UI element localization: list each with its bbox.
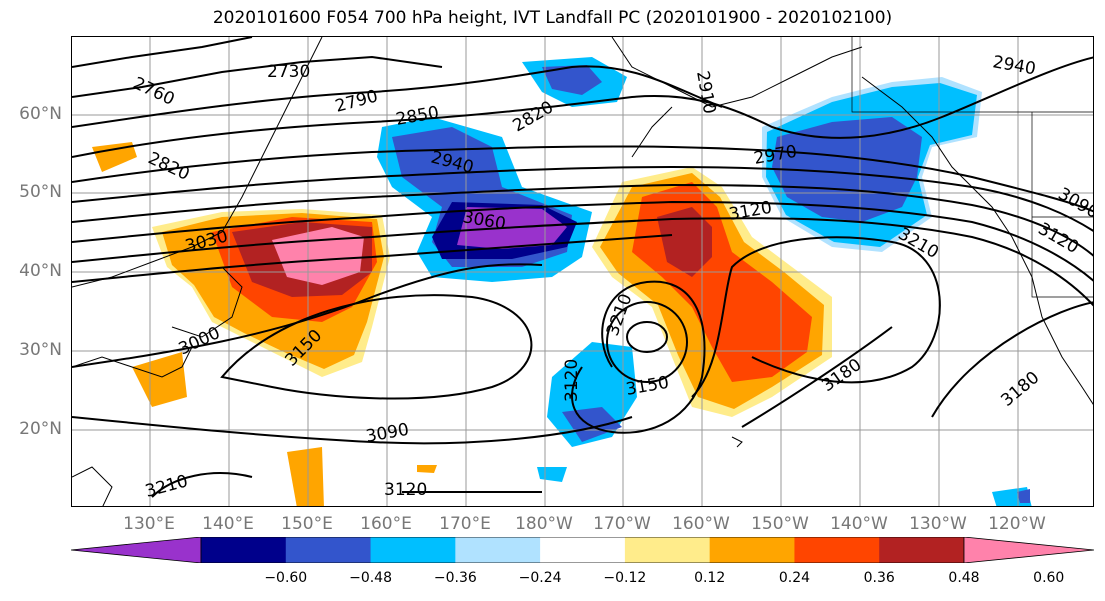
lon-label: 150°W — [751, 514, 809, 534]
colorbar-segment — [879, 537, 965, 563]
contour-label: 3120 — [1035, 219, 1082, 258]
colorbar-tick-label: 0.36 — [863, 570, 895, 586]
contour-label: 2910 — [692, 69, 719, 115]
lon-label: 140°E — [202, 514, 254, 534]
colorbar — [71, 537, 1094, 563]
colorbar-segment — [455, 537, 541, 563]
lon-label: 120°W — [988, 514, 1046, 534]
colorbar-tick-label: 0.48 — [948, 570, 980, 586]
colorbar-segment — [201, 537, 287, 563]
lat-label: 40°N — [19, 261, 62, 281]
colorbar-extend-high — [963, 537, 1094, 563]
lon-label: 170°W — [593, 514, 651, 534]
colorbar-tick-label: 0.24 — [778, 570, 811, 586]
contour-label: 2730 — [267, 62, 310, 82]
map-title: 2020101600 F054 700 hPa height, IVT Land… — [212, 8, 893, 28]
contour-label: 3180 — [997, 368, 1043, 411]
colorbar-extend-low — [71, 537, 202, 563]
contour-label: 3000 — [176, 323, 224, 359]
state-borders — [851, 37, 1093, 298]
contour-label: 2760 — [130, 73, 178, 109]
height-contours — [72, 37, 1093, 498]
contour-label: 2940 — [991, 52, 1037, 79]
map-canvas: 2760 2730 2790 2940 2820 2850 2820 2910 … — [72, 37, 1093, 506]
colorbar-tick-label: 0.60 — [1033, 570, 1065, 586]
lat-label: 30°N — [19, 340, 62, 360]
lon-label: 160°E — [360, 514, 412, 534]
colorbar-segment — [285, 537, 372, 563]
colorbar-tick-label: −0.12 — [603, 570, 647, 586]
graticule — [72, 37, 1093, 506]
colorbar-tick-label: −0.24 — [518, 570, 562, 586]
contour-label: 2790 — [333, 86, 380, 117]
lon-label: 170°E — [439, 514, 491, 534]
contour-label: 2820 — [510, 97, 557, 136]
contour-label: 3120 — [562, 359, 582, 402]
map-panel: 2760 2730 2790 2940 2820 2850 2820 2910 … — [71, 36, 1094, 507]
colorbar-segments — [71, 537, 1094, 563]
lon-label: 150°E — [281, 514, 333, 534]
lon-label: 130°W — [909, 514, 967, 534]
lat-label: 50°N — [19, 182, 62, 202]
lon-label: 160°W — [672, 514, 730, 534]
contour-label: 3210 — [603, 291, 637, 338]
lon-label: 130°E — [123, 514, 175, 534]
lat-label: 20°N — [19, 419, 62, 439]
colorbar-segment — [540, 537, 626, 563]
contour-label: 2820 — [145, 148, 193, 184]
ivt-shading — [92, 57, 1032, 506]
colorbar-segment — [794, 537, 880, 563]
colorbar-segment — [370, 537, 456, 563]
lon-label: 140°W — [830, 514, 888, 534]
colorbar-tick-label: −0.36 — [433, 570, 477, 586]
colorbar-segment — [624, 537, 711, 563]
lon-label: 180°W — [515, 514, 573, 534]
colorbar-tick-label: −0.48 — [349, 570, 392, 586]
colorbar-tick-label: 0.12 — [694, 570, 726, 586]
contour-label: 3120 — [384, 480, 427, 500]
colorbar-tick-label: −0.60 — [264, 570, 308, 586]
colorbar-segment — [709, 537, 795, 563]
lat-label: 60°N — [19, 104, 62, 124]
